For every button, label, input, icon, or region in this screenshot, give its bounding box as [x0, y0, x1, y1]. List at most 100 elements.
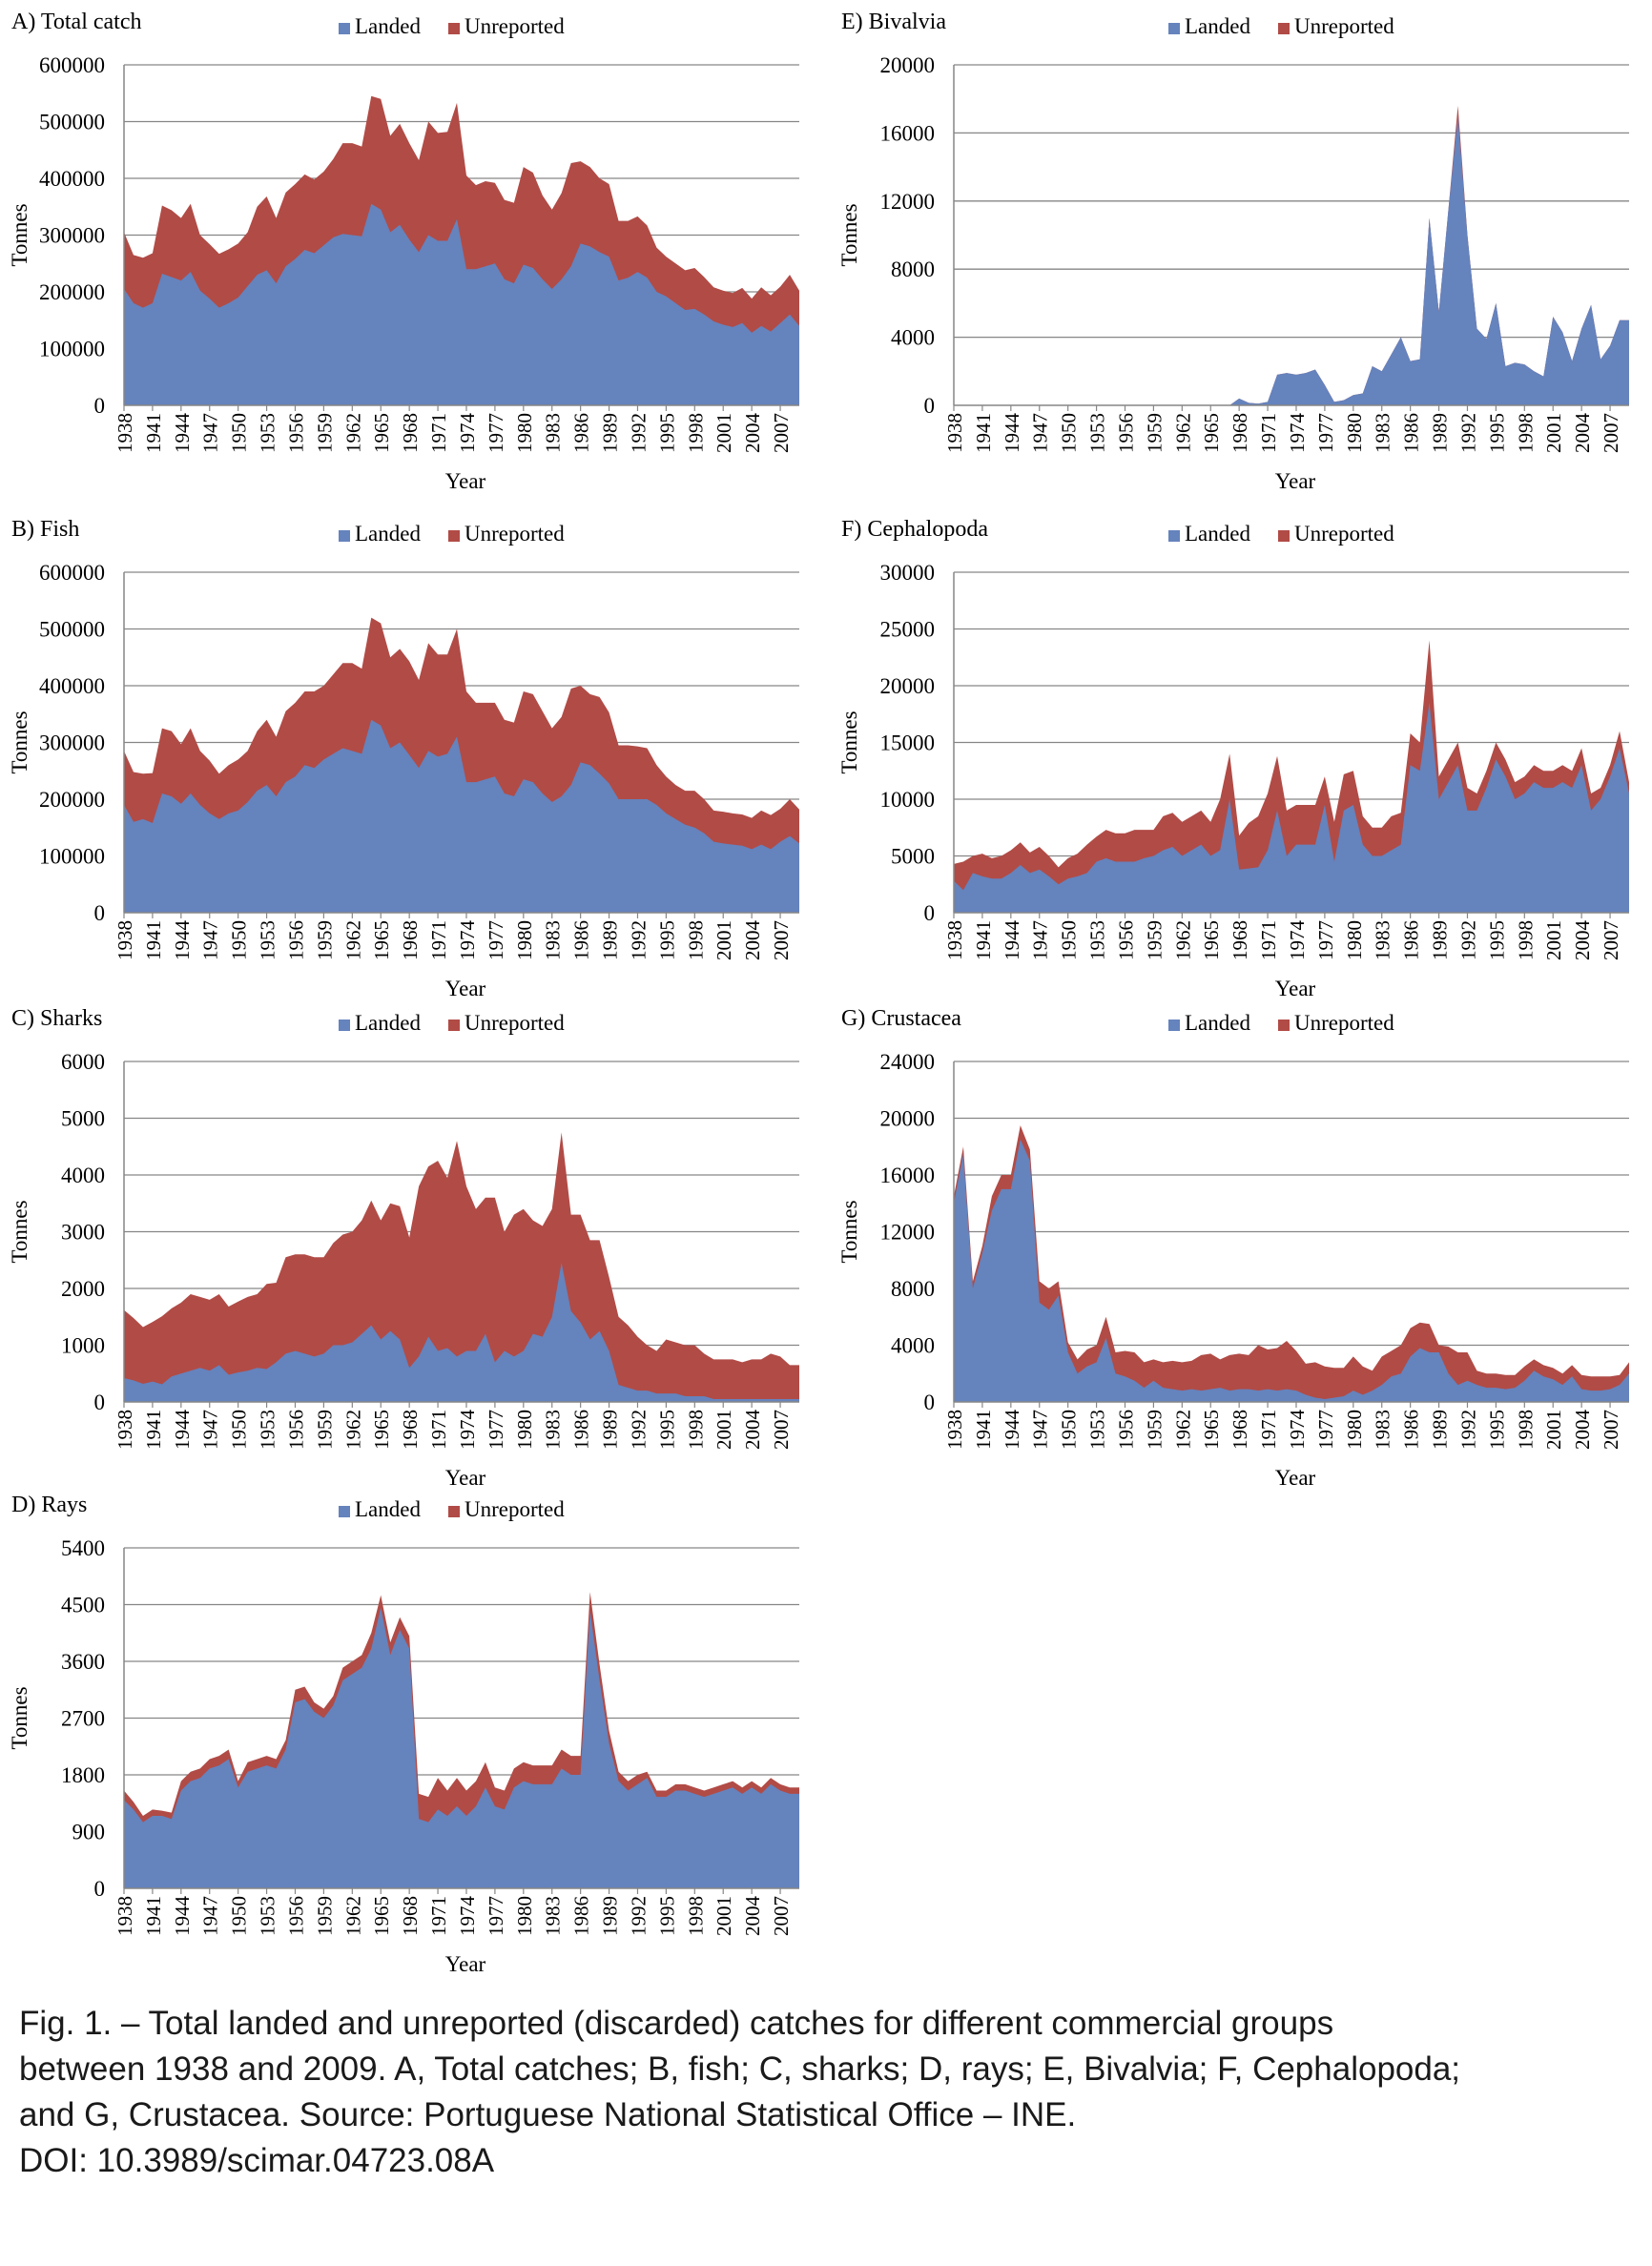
x-tick-label: 1971 [427, 413, 450, 453]
legend: Landed Unreported [339, 1497, 565, 1521]
x-tick-label: 1947 [199, 413, 222, 453]
x-tick-label: 1974 [456, 413, 479, 454]
x-tick-label: 1950 [228, 1410, 251, 1450]
y-tick-label: 10000 [880, 788, 936, 812]
x-axis-label: Year [1275, 469, 1316, 493]
legend: Landed Unreported [1168, 14, 1394, 38]
chart-panel-a: A) Total catch Landed Unreported 0 100000 200… [8, 10, 799, 493]
x-tick-label: 2007 [1600, 413, 1622, 453]
y-tick-label: 200000 [39, 280, 105, 304]
x-tick-label: 1959 [313, 920, 336, 960]
x-tick-label: 1947 [1029, 1410, 1052, 1450]
y-tick-label: 20000 [880, 1107, 936, 1131]
chart-title: C) Sharks [11, 1006, 102, 1031]
legend-swatch-landed [1168, 1020, 1180, 1031]
y-tick-label: 24000 [880, 1050, 936, 1074]
x-tick-label: 1947 [1029, 920, 1052, 960]
legend-label-unreported: Unreported [465, 522, 565, 546]
x-tick-label: 2001 [1542, 1410, 1565, 1450]
x-tick-label: 1980 [513, 1896, 536, 1936]
x-axis-label: Year [445, 469, 486, 493]
x-tick-label: 1989 [599, 920, 622, 960]
x-tick-label: 1974 [1286, 413, 1309, 454]
x-tick-label: 1953 [1086, 920, 1109, 960]
y-tick-label: 3000 [61, 1221, 105, 1245]
x-tick-label: 1947 [199, 920, 222, 960]
legend-label-unreported: Unreported [1294, 1011, 1394, 1035]
x-tick-label: 1971 [427, 1410, 450, 1450]
x-tick-label: 1950 [228, 413, 251, 453]
y-tick-label: 12000 [880, 1221, 936, 1245]
chart-panel-c: C) Sharks Landed Unreported 0 1000 2000 3000 40… [8, 1006, 799, 1490]
series-area-landed [954, 115, 1629, 406]
y-tick-label: 600000 [39, 53, 105, 77]
x-tick-label: 2007 [1600, 1410, 1622, 1450]
x-tick-label: 1983 [542, 920, 565, 960]
x-tick-label: 1956 [284, 413, 307, 453]
x-tick-label: 1956 [1114, 920, 1137, 960]
y-axis-label: Tonnes [837, 711, 861, 773]
x-tick-label: 1998 [1514, 1410, 1537, 1450]
y-axis-label: Tonnes [837, 203, 861, 266]
legend-swatch-landed [339, 1020, 350, 1031]
x-axis-label: Year [445, 1466, 486, 1490]
chart-panel-b: B) Fish Landed Unreported 0 100000 200000 3000… [8, 517, 799, 1000]
chart-title: E) Bivalvia [841, 10, 946, 34]
figure-charts: A) Total catch Landed Unreported0100000200… [8, 10, 1629, 1976]
x-tick-label: 1944 [1001, 413, 1023, 454]
y-tick-label: 500000 [39, 618, 105, 642]
caption-line-3: and G, Crustacea. Source: Portuguese Nat… [19, 2096, 1077, 2133]
x-tick-label: 1968 [399, 920, 422, 960]
x-tick-label: 1965 [370, 413, 393, 453]
x-tick-label: 1992 [627, 1896, 650, 1936]
y-tick-label: 25000 [880, 618, 936, 642]
x-tick-label: 2001 [712, 1896, 735, 1936]
x-tick-label: 1944 [171, 1410, 194, 1451]
x-tick-label: 1989 [599, 1896, 622, 1936]
y-tick-label: 16000 [880, 1164, 936, 1187]
x-tick-label: 1974 [456, 1896, 479, 1937]
x-tick-label: 1938 [943, 413, 966, 453]
x-tick-label: 1965 [1200, 413, 1223, 453]
series-area-landed [954, 1139, 1629, 1402]
y-tick-label: 20000 [880, 53, 936, 77]
x-tick-label: 1938 [114, 1410, 136, 1450]
x-tick-label: 1986 [570, 413, 593, 453]
x-tick-label: 1983 [542, 1896, 565, 1936]
x-tick-label: 1962 [341, 1410, 364, 1450]
legend: Landed Unreported [1168, 522, 1394, 546]
chart-title: A) Total catch [11, 10, 142, 34]
x-tick-label: 2007 [1600, 920, 1622, 960]
x-tick-label: 1992 [627, 1410, 650, 1450]
x-tick-label: 2007 [770, 413, 793, 453]
x-tick-label: 1950 [1058, 413, 1081, 453]
x-tick-label: 1974 [1286, 1410, 1309, 1451]
x-tick-label: 1995 [655, 1410, 678, 1450]
x-tick-label: 1959 [1143, 920, 1166, 960]
x-tick-label: 2004 [1571, 920, 1594, 961]
x-tick-label: 1938 [943, 920, 966, 960]
legend-swatch-unreported [448, 1020, 460, 1031]
x-tick-label: 1941 [142, 920, 165, 960]
x-tick-label: 1953 [1086, 413, 1109, 453]
x-tick-label: 1941 [972, 1410, 995, 1450]
x-tick-label: 1977 [485, 920, 507, 960]
y-tick-label: 4500 [61, 1594, 105, 1617]
x-tick-label: 1989 [599, 413, 622, 453]
legend-label-landed: Landed [355, 522, 421, 546]
x-tick-label: 1953 [257, 1410, 279, 1450]
x-tick-label: 1986 [1400, 920, 1423, 960]
x-tick-label: 1977 [485, 1896, 507, 1936]
legend-swatch-unreported [1278, 23, 1290, 34]
y-tick-label: 6000 [61, 1050, 105, 1074]
x-tick-label: 2004 [741, 413, 764, 454]
x-tick-label: 1989 [1429, 413, 1452, 453]
y-tick-label: 4000 [61, 1164, 105, 1187]
x-axis-label: Year [1275, 1466, 1316, 1490]
x-tick-label: 2004 [741, 1410, 764, 1451]
x-tick-label: 1944 [171, 413, 194, 454]
x-tick-label: 1983 [1372, 1410, 1394, 1450]
y-tick-label: 2000 [61, 1277, 105, 1301]
x-tick-label: 1956 [284, 1410, 307, 1450]
y-axis-label: Tonnes [837, 1200, 861, 1263]
